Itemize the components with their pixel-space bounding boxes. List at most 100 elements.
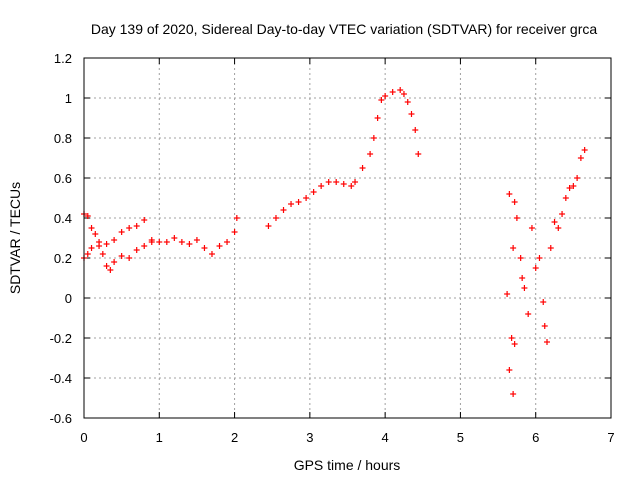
data-point-marker (126, 255, 133, 261)
data-point-marker (397, 87, 404, 93)
data-point-marker (272, 215, 279, 221)
data-point-marker (536, 255, 543, 261)
data-point-marker (84, 251, 91, 257)
data-point-marker (412, 127, 419, 133)
x-tick-label: 1 (156, 430, 163, 445)
data-point-marker (163, 239, 170, 245)
y-tick-label: -0.2 (50, 331, 72, 346)
data-point-marker (566, 185, 573, 191)
data-point-marker (118, 253, 125, 259)
y-tick-label: 0.2 (54, 251, 72, 266)
data-point-marker (506, 191, 513, 197)
data-point-marker (99, 251, 106, 257)
data-point-marker (133, 223, 140, 229)
grid-lines (84, 58, 611, 418)
data-point-marker (517, 255, 524, 261)
data-point-marker (171, 235, 178, 241)
data-point-marker (513, 215, 520, 221)
data-point-marker (111, 237, 118, 243)
data-point-marker (551, 219, 558, 225)
y-tick-label: -0.6 (50, 411, 72, 426)
data-point-marker (511, 341, 518, 347)
data-point-marker (511, 199, 518, 205)
data-point-marker (84, 213, 91, 219)
tick-labels: 0 1 2 3 4 5 6 7 -0.6 -0.4 -0.2 0 0.2 0.4 0.6 0.8 1 1.2 (50, 51, 615, 445)
data-point-marker (156, 239, 163, 245)
x-tick-label: 7 (607, 430, 614, 445)
data-point-marker (525, 311, 532, 317)
data-point-marker (374, 115, 381, 121)
x-tick-label: 2 (231, 430, 238, 445)
data-points (81, 87, 588, 397)
data-point-marker (348, 183, 355, 189)
x-tick-label: 4 (382, 430, 389, 445)
data-point-marker (193, 237, 200, 243)
data-point-marker (577, 155, 584, 161)
data-point-marker (521, 285, 528, 291)
data-point-marker (400, 91, 407, 97)
data-point-marker (88, 245, 95, 251)
data-point-marker (178, 239, 185, 245)
data-point-marker (318, 183, 325, 189)
x-tick-label: 0 (80, 430, 87, 445)
data-point-marker (547, 245, 554, 251)
data-point-marker (88, 225, 95, 231)
axis-ticks (83, 57, 612, 419)
x-tick-label: 6 (532, 430, 539, 445)
data-point-marker (378, 97, 385, 103)
y-tick-label: 0.4 (54, 211, 72, 226)
data-point-marker (382, 93, 389, 99)
data-point-marker (510, 391, 517, 397)
data-point-marker (510, 245, 517, 251)
data-point-marker (574, 175, 581, 181)
data-point-marker (96, 243, 103, 249)
data-point-marker (541, 323, 548, 329)
y-axis-label: SDTVAR / TECUs (7, 182, 23, 294)
data-point-marker (325, 179, 332, 185)
data-point-marker (555, 225, 562, 231)
data-point-marker (216, 243, 223, 249)
chart-title: Day 139 of 2020, Sidereal Day-to-day VTE… (91, 21, 597, 37)
y-tick-label: 0.8 (54, 131, 72, 146)
data-point-marker (295, 199, 302, 205)
data-point-marker (408, 111, 415, 117)
data-point-marker (532, 265, 539, 271)
data-point-marker (352, 179, 359, 185)
data-point-marker (581, 147, 588, 153)
data-point-marker (544, 339, 551, 345)
data-point-marker (370, 135, 377, 141)
data-point-marker (562, 195, 569, 201)
data-point-marker (280, 207, 287, 213)
data-point-marker (404, 99, 411, 105)
y-tick-label: 1.2 (54, 51, 72, 66)
data-point-marker (310, 189, 317, 195)
data-point-marker (265, 223, 272, 229)
data-point-marker (570, 183, 577, 189)
data-point-marker (340, 181, 347, 187)
plot-frame (83, 57, 612, 419)
data-point-marker (528, 225, 535, 231)
data-point-marker (186, 241, 193, 247)
y-tick-label: 1 (65, 91, 72, 106)
data-point-marker (288, 201, 295, 207)
data-point-marker (415, 151, 422, 157)
data-point-marker (111, 259, 118, 265)
data-point-marker (231, 229, 238, 235)
data-point-marker (103, 263, 110, 269)
x-tick-label: 5 (457, 430, 464, 445)
y-tick-label: 0.6 (54, 171, 72, 186)
data-point-marker (519, 275, 526, 281)
data-point-marker (92, 231, 99, 237)
data-point-marker (333, 179, 340, 185)
x-axis-label: GPS time / hours (294, 457, 401, 473)
data-point-marker (103, 241, 110, 247)
data-point-marker (141, 243, 148, 249)
data-point-marker (540, 299, 547, 305)
data-point-marker (303, 195, 310, 201)
data-point-marker (504, 291, 511, 297)
y-tick-label: -0.4 (50, 371, 72, 386)
data-point-marker (133, 247, 140, 253)
data-point-marker (506, 367, 513, 373)
data-point-marker (559, 211, 566, 217)
